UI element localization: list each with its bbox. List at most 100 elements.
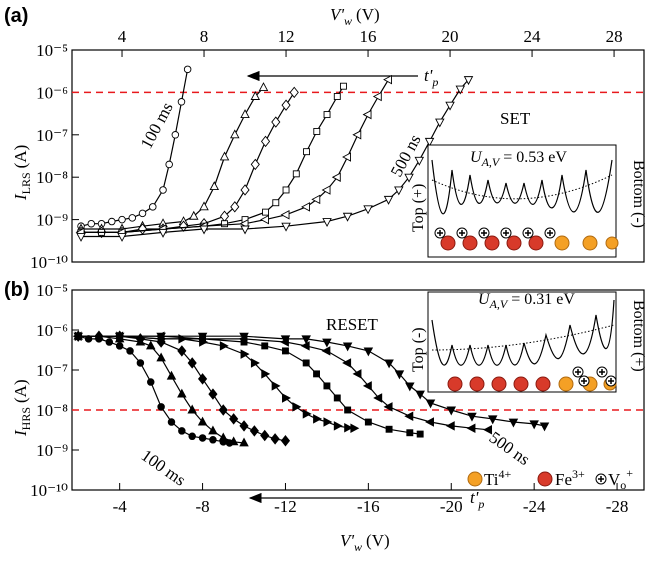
y-tick-label: 10⁻⁷ (36, 126, 68, 145)
series-line (78, 335, 245, 444)
marker (260, 429, 270, 442)
state-label: RESET (326, 315, 379, 334)
marker (240, 349, 250, 359)
marker (282, 347, 289, 355)
fe-ions (440, 235, 544, 251)
marker (261, 369, 271, 379)
y-axis-unit: (A) (11, 145, 30, 169)
inset-left-label: Top (-) (410, 327, 427, 372)
legend-sup: + (626, 466, 633, 480)
arrow-label: t'p (470, 488, 484, 511)
energy-value: = 0.31 eV (511, 291, 575, 308)
marker (156, 352, 166, 362)
marker (218, 432, 229, 442)
marker (280, 210, 290, 220)
marker (455, 85, 466, 95)
ti-ions (554, 235, 619, 251)
series-line (81, 85, 344, 233)
marker (344, 406, 352, 414)
x-tick-label: -4 (113, 497, 128, 516)
x-axis-label: V'w (V) (340, 531, 390, 554)
marker (188, 432, 196, 441)
marker (178, 427, 186, 435)
marker (159, 186, 167, 194)
marker (350, 423, 360, 433)
marker (108, 217, 116, 226)
legend-sup: 4+ (499, 467, 512, 481)
legend-sup: 3+ (572, 467, 585, 481)
marker (209, 181, 220, 191)
marker (197, 416, 208, 426)
marker (240, 184, 250, 196)
marker (219, 151, 230, 161)
y-axis-subscript: HRS (19, 407, 33, 430)
x-tick-label: -20 (440, 497, 463, 516)
marker (352, 130, 362, 140)
series-line (78, 335, 354, 429)
y-axis-unit: (A) (11, 379, 30, 403)
energy-subscript: A,V (489, 297, 509, 311)
y-tick-label: 10⁻⁹ (36, 441, 68, 460)
marker (230, 129, 240, 139)
marker (394, 186, 404, 196)
x-axis-symbol: V' (340, 531, 354, 550)
curve-label: 500 ns (387, 131, 425, 180)
marker (333, 394, 341, 402)
marker (313, 370, 321, 378)
marker (230, 201, 240, 213)
y-tick-label: 10⁻⁸ (36, 168, 68, 187)
marker (363, 347, 374, 357)
marker (260, 214, 269, 225)
marker (342, 358, 352, 368)
marker (146, 340, 156, 350)
x-axis-label: V'w (V) (330, 5, 380, 28)
marker (221, 220, 228, 228)
marker (508, 418, 519, 428)
potential-curve (431, 299, 615, 366)
fe-ions (447, 376, 551, 392)
marker (302, 359, 310, 367)
series-line (81, 79, 390, 233)
x-tick-label: -28 (606, 497, 629, 516)
marker (166, 370, 177, 380)
marker (313, 414, 323, 424)
marker (128, 214, 137, 222)
arrow-label: t'p (424, 66, 438, 89)
marker (344, 422, 354, 433)
marker (218, 404, 228, 416)
marker (208, 388, 218, 400)
x-tick-label: -8 (195, 497, 209, 516)
marker (425, 417, 434, 427)
marker (405, 382, 415, 392)
x-axis-symbol: V' (330, 5, 344, 24)
vacancies (572, 366, 617, 387)
marker (463, 76, 474, 86)
marker (118, 215, 126, 224)
legend-swatch (598, 476, 604, 482)
energy-symbol: U (478, 291, 491, 308)
legend-label: V (608, 470, 621, 489)
marker (167, 418, 176, 426)
marker (208, 425, 218, 435)
marker (177, 345, 187, 357)
marker (539, 422, 550, 432)
marker (84, 335, 93, 343)
marker (198, 434, 207, 442)
marker (281, 99, 291, 111)
curve-label: 100 ms (137, 99, 177, 152)
marker (313, 127, 321, 135)
marker (467, 412, 477, 422)
marker (87, 219, 96, 228)
marker (372, 91, 382, 102)
marker (138, 209, 147, 218)
legend-sub: o (620, 478, 626, 492)
marker (271, 116, 281, 128)
x-axis-unit: (V) (366, 531, 390, 550)
marker (187, 404, 197, 414)
energy-symbol: U (470, 149, 483, 166)
potential-curve (431, 159, 613, 215)
x-tick-label: 8 (200, 27, 209, 46)
energy-label: UA,V = 0.53 eV (470, 149, 567, 169)
series-line (78, 335, 286, 442)
x-tick-label: -16 (357, 497, 380, 516)
